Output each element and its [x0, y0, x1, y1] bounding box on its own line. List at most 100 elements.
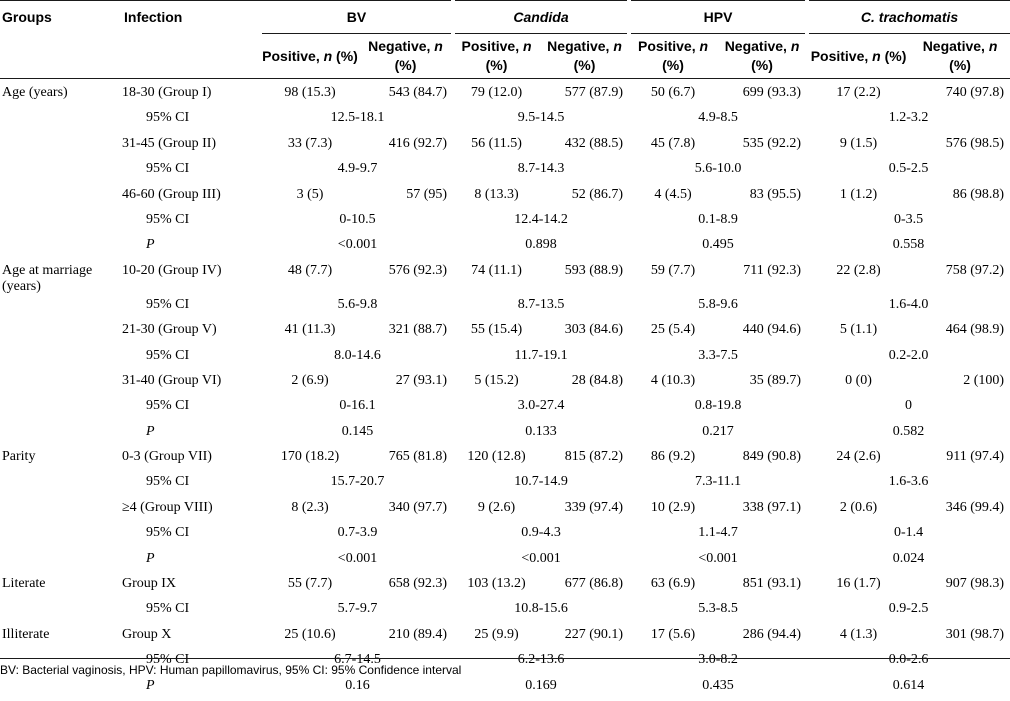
negative-cell: 815 (87.2) [564, 449, 624, 465]
p-value-cell: 0.133 [525, 423, 557, 439]
negative-cell: 740 (97.8) [945, 85, 1005, 100]
ci-cell: 1.1-4.7 [698, 525, 738, 541]
negative-cell: 851 (93.1) [742, 576, 802, 592]
table-row: 31-40 (Group VI) 2 (6.9) 27 (93.1) 5 (15.2)… [0, 371, 1010, 396]
negative-cell: 416 (92.7) [388, 135, 448, 151]
positive-cell: 2 (6.9) [291, 372, 329, 388]
p-value-cell: <0.001 [337, 237, 378, 253]
p-value-cell: 0.435 [702, 677, 734, 693]
group-cell [0, 210, 122, 235]
positive-cell: 10 (2.9) [650, 499, 696, 515]
group-cell [0, 134, 122, 159]
positive-cell: 48 (7.7) [287, 262, 333, 278]
ci-cell: 6.7-14.5 [334, 652, 381, 668]
ci-cell: 0.2-2.0 [888, 347, 929, 363]
positive-cell: 17 (2.2) [836, 85, 881, 100]
ci-cell: 12.5-18.1 [330, 110, 385, 126]
negative-cell: 28 (84.8) [571, 372, 624, 388]
negative-header: Negative, n (%) [724, 38, 800, 73]
table-row: Parity 0-3 (Group VII) 170 (18.2) 765 (81.8… [0, 447, 1010, 472]
p-label-cell: P [146, 423, 155, 439]
table-row: P <0.001 0.898 0.495 0.558 [0, 235, 1010, 260]
group-cell [0, 295, 122, 320]
positive-cell: 4 (4.5) [654, 186, 692, 202]
ci-cell: 0-16.1 [339, 398, 376, 414]
positive-cell: 103 (13.2) [467, 576, 526, 592]
infection-cell: Group IX [122, 576, 177, 592]
positive-cell: 98 (15.3) [284, 85, 336, 100]
ci-cell: 6.2-13.6 [517, 652, 565, 668]
table-row: Illiterate Group X 25 (10.6) 210 (89.4) 25 (… [0, 625, 1010, 650]
ci-cell: 3.0-27.4 [517, 398, 565, 414]
p-value-cell: 0.169 [525, 677, 557, 693]
p-label-cell: P [146, 677, 155, 693]
ci-cell: 5.6-10.0 [694, 161, 742, 177]
positive-cell: 9 (2.6) [477, 499, 516, 515]
table-row: Age at marriage (years) 10-20 (Group IV) 4… [0, 261, 1010, 295]
positive-cell: 59 (7.7) [650, 262, 696, 278]
p-value-cell: <0.001 [521, 550, 561, 566]
footnote: BV: Bacterial vaginosis, HPV: Human papi… [0, 658, 1010, 677]
negative-cell: 227 (90.1) [564, 626, 624, 642]
ci-cell: 0.5-2.5 [888, 161, 929, 177]
table-row: 95% CI 5.7-9.7 10.8-15.6 5.3-8.5 0.9-2.5 [0, 599, 1010, 624]
negative-cell: 440 (94.6) [742, 322, 802, 338]
ci-cell: 11.7-19.1 [514, 347, 568, 363]
table-row: 95% CI 15.7-20.7 10.7-14.9 7.3-11.1 1.6-3.6 [0, 472, 1010, 497]
infection-cell: 31-45 (Group II) [122, 135, 217, 151]
positive-cell: 45 (7.8) [650, 135, 696, 151]
ci-cell: 10.8-15.6 [514, 601, 568, 617]
positive-cell: 79 (12.0) [470, 85, 523, 100]
negative-cell: 301 (98.7) [945, 626, 1005, 642]
negative-cell: 2 (100) [963, 372, 1005, 388]
ci-cell: 0.7-3.9 [337, 525, 378, 541]
negative-cell: 576 (98.5) [945, 135, 1005, 151]
p-value-cell: 0.024 [892, 550, 925, 566]
p-value-cell: 0.582 [892, 423, 925, 439]
positive-header: Positive, n (%) [638, 38, 709, 73]
negative-cell: 339 (97.4) [564, 499, 624, 515]
group-cell [0, 472, 122, 497]
p-value-cell: 0.898 [525, 237, 557, 253]
ci-cell: 0.0-2.6 [888, 652, 929, 668]
ci-cell: 10.7-14.9 [514, 474, 568, 490]
ci-cell: 7.3-11.1 [694, 474, 742, 490]
negative-cell: 321 (88.7) [388, 322, 448, 338]
table-row: 95% CI 0.7-3.9 0.9-4.3 1.1-4.7 0-1.4 [0, 523, 1010, 548]
negative-cell: 907 (98.3) [945, 576, 1005, 592]
header-row-1: Groups Infection BV Candida HPV C. trach… [0, 0, 1010, 34]
ci-cell: 4.9-9.7 [337, 161, 378, 177]
group-cell: Literate [2, 576, 46, 592]
group-cell [0, 371, 122, 396]
positive-cell: 8 (13.3) [474, 186, 519, 202]
positive-cell: 22 (2.8) [836, 262, 881, 278]
ci-cell: 5.3-8.5 [698, 601, 738, 617]
positive-cell: 25 (9.9) [474, 626, 519, 642]
ci-cell: 8.7-14.3 [517, 161, 565, 177]
ci-cell: 1.2-3.2 [888, 110, 929, 126]
ci-label-cell: 95% CI [146, 525, 190, 541]
p-value-cell: 0.495 [702, 237, 734, 253]
table-row: 31-45 (Group II) 33 (7.3) 416 (92.7) 56 (11… [0, 134, 1010, 159]
positive-cell: 74 (11.1) [471, 262, 522, 278]
p-value-cell: <0.001 [337, 550, 378, 566]
ci-label-cell: 95% CI [146, 296, 190, 312]
table-row: 95% CI 6.7-14.5 6.2-13.6 3.0-8.2 0.0-2.6 [0, 650, 1010, 675]
ci-cell: 1.6-3.6 [888, 474, 929, 490]
positive-cell: 5 (1.1) [839, 322, 878, 338]
ci-cell: 12.4-14.2 [514, 211, 568, 227]
group-cell: Age (years) [2, 85, 68, 100]
ci-cell: 3.3-7.5 [698, 347, 738, 363]
negative-cell: 711 (92.3) [743, 262, 802, 278]
negative-cell: 27 (93.1) [395, 372, 448, 388]
infection-cell: 46-60 (Group III) [122, 186, 221, 202]
table-row: P 0.16 0.169 0.435 0.614 [0, 676, 1010, 701]
ci-cell: 5.8-9.6 [698, 296, 738, 312]
p-label-cell: P [146, 237, 155, 253]
group-cell [0, 185, 122, 210]
header-row-2: Positive, n (%) Negative, n (%) Positive, … [0, 34, 1010, 79]
infection-cell: 21-30 (Group V) [122, 322, 217, 338]
positive-cell: 0 (0) [845, 372, 872, 388]
group-cell [0, 422, 122, 447]
table-row: 95% CI 0-16.1 3.0-27.4 0.8-19.8 0 [0, 396, 1010, 421]
